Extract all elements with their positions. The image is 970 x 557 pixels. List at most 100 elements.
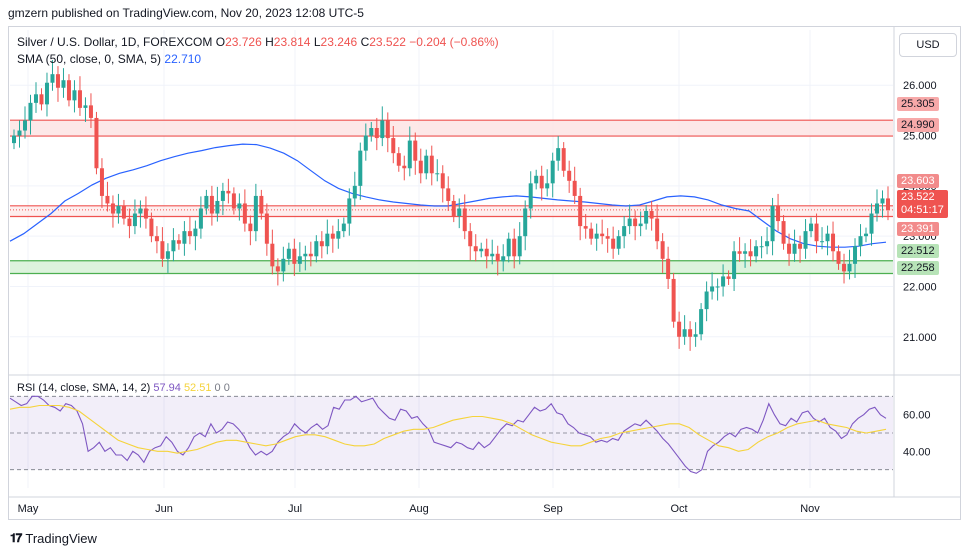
candle-body: [99, 168, 104, 196]
candle-body: [88, 105, 93, 118]
candle-body: [374, 128, 379, 139]
candle-body: [583, 226, 588, 229]
close-label: C: [360, 35, 370, 49]
candle-body: [787, 243, 792, 254]
candle-body: [154, 236, 159, 242]
chart-frame: [8, 26, 961, 520]
publisher-line: gmzern published on TradingView.com, Nov…: [8, 6, 364, 20]
candle-body: [715, 286, 720, 288]
candle-body: [248, 223, 253, 232]
candle-body: [622, 226, 627, 237]
candle-body: [132, 213, 137, 227]
candle-body: [325, 233, 330, 247]
candle-body: [759, 246, 764, 248]
candle-body: [523, 208, 528, 237]
candle-body: [831, 233, 836, 252]
candle-body: [264, 213, 269, 244]
candle-body: [182, 231, 187, 244]
candle-body: [594, 233, 599, 239]
sma-value: 22.710: [164, 52, 202, 66]
candle-body: [776, 205, 781, 222]
candle-body: [44, 82, 49, 105]
candle-body: [160, 241, 165, 259]
candle-body: [105, 195, 110, 204]
candle-body: [803, 231, 808, 249]
candle-body: [473, 246, 478, 252]
rsi-tick-label: 40.00: [903, 446, 931, 458]
candle-body: [743, 251, 748, 254]
candle-body: [110, 203, 115, 214]
candle-body: [391, 138, 396, 154]
candle-body: [600, 233, 605, 237]
candle-body: [875, 203, 880, 214]
candle-body: [220, 190, 225, 201]
candle-body: [748, 251, 753, 257]
candle-body: [308, 253, 313, 257]
candle-body: [847, 263, 852, 272]
candle-body: [644, 211, 649, 224]
rsi-label: RSI (14, close, SMA, 14, 2): [17, 382, 151, 394]
symbol-name: Silver / U.S. Dollar, 1D, FOREXCOM: [17, 35, 213, 49]
time-tick-label: Oct: [670, 503, 687, 515]
candle-body: [616, 236, 621, 249]
candle-body: [424, 155, 429, 174]
candle-body: [281, 258, 286, 272]
high-label: H: [265, 35, 274, 49]
rsi-tick-label: 60.00: [903, 410, 931, 422]
zone-label-22512: 22.512: [897, 244, 939, 258]
footer-brand-label: TradingView: [25, 531, 97, 546]
rsi-zero-1: 0: [214, 382, 221, 394]
candle-body: [226, 190, 231, 194]
candle-body: [633, 218, 638, 227]
change-value: −0.204 (−0.86%): [409, 35, 499, 49]
candle-body: [116, 205, 121, 214]
candle-body: [660, 241, 665, 259]
candle-body: [671, 278, 676, 322]
candle-body: [297, 256, 302, 264]
time-tick-label: Jun: [155, 503, 173, 515]
candle-body: [446, 188, 451, 201]
last-price-badge: 23.522 04:51:17: [897, 190, 948, 218]
rsi-sma-value: 52.51: [183, 382, 212, 394]
price-tick-label: 25.000: [903, 131, 937, 143]
candle-body: [611, 238, 616, 249]
candle-body: [737, 251, 742, 254]
candle-body: [721, 276, 726, 287]
candle-body: [512, 238, 517, 257]
candle-body: [429, 155, 434, 174]
candle-body: [303, 253, 308, 257]
candle-body: [638, 223, 643, 227]
candle-body: [825, 233, 830, 242]
candle-body: [253, 195, 258, 232]
candle-body: [655, 218, 660, 242]
last-price-value: 23.522: [901, 191, 935, 203]
candle-body: [402, 165, 407, 169]
candle-body: [754, 246, 759, 257]
candle-body: [479, 248, 484, 252]
footer-brand[interactable]: 𝟏𝟕 TradingView: [10, 531, 97, 546]
open-label: O: [215, 35, 226, 49]
candle-body: [627, 218, 632, 227]
candle-body: [319, 241, 324, 247]
candle-body: [198, 208, 203, 229]
candle-body: [22, 120, 27, 131]
zone-resistance: [10, 120, 893, 137]
candle-body: [363, 135, 368, 151]
candle-body: [165, 251, 170, 259]
candle-body: [231, 193, 236, 209]
sma-legend: SMA (50, close, 0, SMA, 5) 22.710: [17, 52, 201, 66]
time-tick-label: Nov: [800, 503, 820, 515]
candle-body: [886, 198, 890, 211]
candle-body: [66, 80, 71, 101]
candle-body: [704, 291, 709, 310]
candle-body: [732, 251, 737, 279]
candle-body: [215, 200, 220, 214]
currency-button[interactable]: USD: [899, 33, 957, 57]
rsi-line: [9, 395, 887, 474]
zone-label-22258: 22.258: [897, 261, 939, 275]
time-tick-label: Sep: [543, 503, 563, 515]
candle-body: [842, 263, 847, 272]
candle-body: [836, 251, 841, 264]
candle-body: [534, 175, 539, 184]
